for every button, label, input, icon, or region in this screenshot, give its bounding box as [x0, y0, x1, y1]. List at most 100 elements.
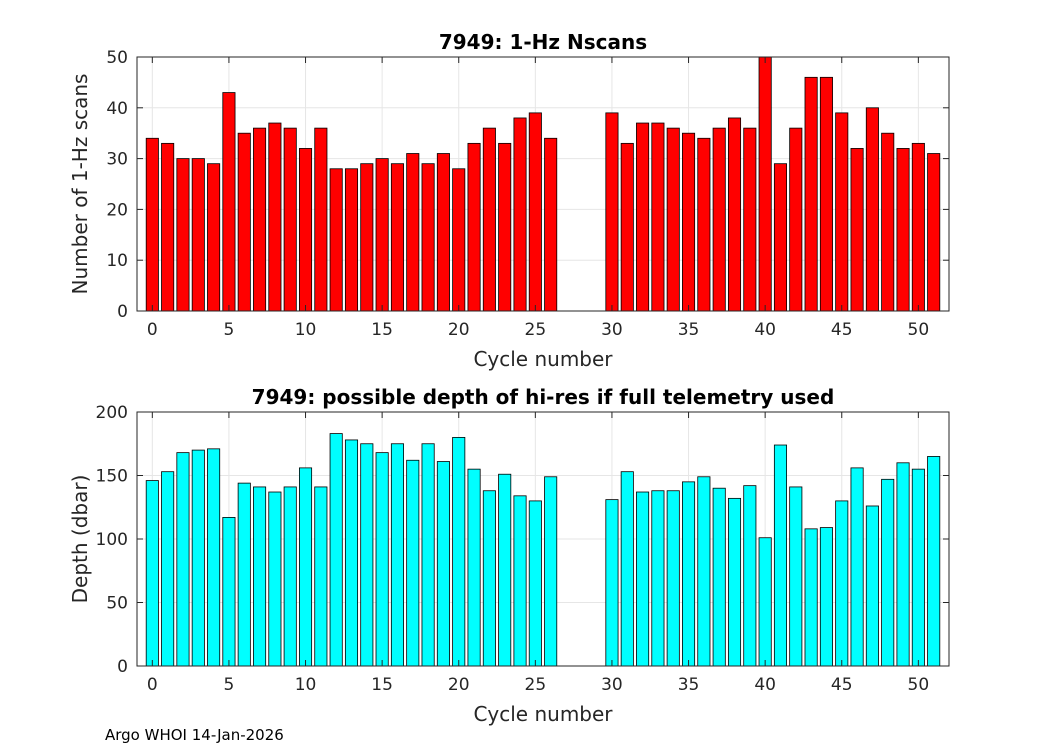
y-tick-label: 30 — [106, 150, 128, 170]
bar-cycle-49 — [896, 148, 910, 312]
bar-cycle-8 — [268, 122, 282, 312]
x-tick-label: 0 — [147, 320, 158, 340]
bar-cycle-39 — [743, 485, 757, 667]
bar-cycle-19 — [436, 461, 450, 667]
bar-cycle-42 — [789, 127, 803, 312]
bar-cycle-34 — [666, 127, 680, 312]
bar-cycle-20 — [452, 436, 466, 667]
x-tick-label: 25 — [525, 320, 547, 340]
x-tick-label: 50 — [908, 675, 930, 695]
bar-cycle-2 — [176, 158, 190, 312]
bar-cycle-45 — [835, 500, 849, 667]
bar-cycle-19 — [436, 153, 450, 312]
y-tick-label: 0 — [117, 657, 128, 677]
bar-cycle-40 — [758, 56, 772, 312]
bar-cycle-50 — [911, 468, 925, 667]
bar-cycle-4 — [207, 163, 221, 312]
bar-cycle-21 — [467, 142, 481, 312]
chart-title: 7949: possible depth of hi-res if full t… — [252, 385, 835, 409]
y-tick-label: 200 — [96, 403, 128, 423]
bar-cycle-1 — [161, 142, 175, 312]
bar-cycle-48 — [881, 132, 895, 312]
bar-cycle-33 — [651, 490, 665, 667]
bar-cycle-15 — [375, 158, 389, 312]
bar-cycle-49 — [896, 462, 910, 667]
bar-cycle-24 — [513, 117, 527, 312]
bar-cycle-13 — [344, 439, 359, 667]
y-axis-label: Depth (dbar) — [68, 475, 92, 604]
bar-cycle-13 — [344, 168, 359, 312]
x-tick-label: 30 — [601, 675, 623, 695]
y-tick-label: 150 — [96, 467, 128, 487]
bar-cycle-36 — [697, 476, 711, 667]
y-tick-label: 10 — [106, 251, 128, 271]
bar-cycle-32 — [636, 122, 650, 312]
axes-box — [136, 56, 950, 312]
bar-cycle-7 — [253, 127, 267, 312]
bar-cycle-12 — [329, 168, 343, 312]
bar-cycle-25 — [528, 112, 542, 312]
bar-cycle-44 — [819, 527, 833, 667]
x-tick-label: 30 — [601, 320, 623, 340]
bar-cycle-43 — [804, 76, 818, 312]
bar-cycle-35 — [682, 132, 696, 312]
bar-cycle-25 — [528, 500, 542, 667]
bar-cycle-14 — [360, 163, 374, 312]
bar-cycle-23 — [498, 473, 512, 667]
bar-cycle-31 — [620, 142, 634, 312]
bar-cycle-21 — [467, 468, 481, 667]
bar-cycle-1 — [161, 471, 175, 667]
bar-cycle-45 — [835, 112, 849, 312]
x-tick-label: 15 — [371, 320, 393, 340]
bar-cycle-10 — [298, 148, 313, 312]
bar-cycle-22 — [482, 490, 496, 667]
bar-cycle-18 — [421, 163, 435, 312]
bar-cycle-26 — [544, 476, 558, 667]
bar-cycle-5 — [222, 92, 236, 312]
x-tick-label: 45 — [831, 675, 853, 695]
x-axis-label: Cycle number — [473, 702, 613, 726]
bar-cycle-32 — [636, 491, 650, 667]
bar-cycle-38 — [727, 117, 742, 312]
bar-cycle-11 — [314, 127, 328, 312]
bar-cycle-37 — [712, 487, 726, 667]
bar-cycle-51 — [927, 456, 941, 667]
x-tick-label: 35 — [678, 675, 700, 695]
x-tick-label: 5 — [224, 320, 235, 340]
bar-cycle-3 — [191, 158, 205, 312]
bar-cycle-8 — [268, 491, 282, 667]
x-tick-label: 50 — [908, 320, 930, 340]
x-tick-label: 25 — [525, 675, 547, 695]
bar-cycle-31 — [620, 471, 634, 667]
bar-cycle-0 — [145, 480, 159, 667]
x-tick-label: 10 — [295, 320, 317, 340]
x-tick-label: 15 — [371, 675, 393, 695]
bar-cycle-2 — [176, 452, 190, 667]
bar-cycle-12 — [329, 433, 343, 667]
x-tick-label: 5 — [224, 675, 235, 695]
bar-cycle-3 — [191, 449, 205, 667]
bar-cycle-33 — [651, 122, 665, 312]
y-tick-label: 50 — [106, 48, 128, 68]
bar-cycle-48 — [881, 478, 895, 667]
bar-cycle-16 — [390, 443, 404, 667]
bar-cycle-11 — [314, 486, 328, 667]
x-tick-label: 45 — [831, 320, 853, 340]
bar-cycle-17 — [406, 153, 420, 312]
bar-cycle-47 — [865, 107, 879, 312]
x-tick-label: 40 — [754, 320, 776, 340]
bar-cycle-46 — [850, 148, 864, 312]
bar-cycle-6 — [237, 482, 251, 667]
bar-cycle-41 — [773, 163, 787, 312]
y-tick-label: 0 — [117, 302, 128, 322]
bar-cycle-14 — [360, 443, 374, 667]
bar-cycle-24 — [513, 495, 527, 667]
y-tick-label: 20 — [106, 200, 128, 220]
bar-cycle-26 — [544, 137, 558, 312]
bar-cycle-7 — [253, 486, 267, 667]
footer-text: Argo WHOI 14-Jan-2026 — [105, 726, 284, 744]
bar-cycle-0 — [145, 137, 159, 312]
x-tick-label: 35 — [678, 320, 700, 340]
bar-cycle-40 — [758, 537, 772, 667]
bar-cycle-37 — [712, 127, 726, 312]
